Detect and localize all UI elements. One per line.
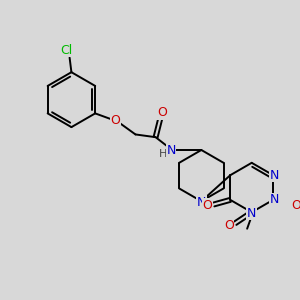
Text: N: N [269, 194, 279, 206]
Text: N: N [197, 196, 206, 209]
Text: H: H [159, 149, 167, 159]
Text: O: O [224, 220, 234, 232]
Text: O: O [110, 114, 120, 127]
Text: O: O [157, 106, 167, 119]
Text: N: N [247, 207, 256, 220]
Text: N: N [269, 169, 279, 182]
Text: O: O [291, 199, 300, 212]
Text: Cl: Cl [61, 44, 73, 57]
Text: O: O [202, 199, 212, 212]
Text: N: N [167, 144, 176, 158]
